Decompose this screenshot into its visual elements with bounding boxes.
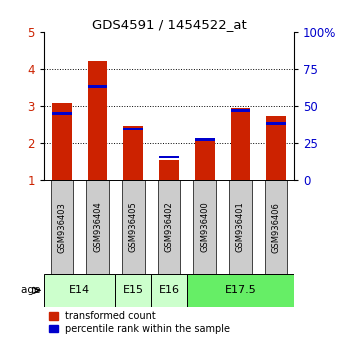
Bar — [123, 127, 143, 130]
Text: GSM936406: GSM936406 — [272, 202, 281, 252]
Bar — [231, 109, 250, 112]
Bar — [159, 160, 179, 180]
Text: GSM936401: GSM936401 — [236, 202, 245, 252]
Bar — [231, 108, 250, 180]
Text: E17.5: E17.5 — [224, 285, 256, 295]
Legend: transformed count, percentile rank within the sample: transformed count, percentile rank withi… — [49, 312, 230, 334]
Bar — [229, 180, 252, 274]
Bar — [115, 274, 151, 307]
Bar — [88, 61, 107, 180]
Bar — [266, 116, 286, 180]
Bar — [86, 180, 109, 274]
Bar — [44, 274, 115, 307]
Bar — [159, 156, 179, 158]
Bar — [88, 85, 107, 88]
Text: GSM936404: GSM936404 — [93, 202, 102, 252]
Text: E16: E16 — [159, 285, 179, 295]
Text: E14: E14 — [69, 285, 90, 295]
Bar — [195, 138, 215, 141]
Text: age: age — [21, 285, 44, 295]
Bar — [195, 140, 215, 180]
Text: GSM936400: GSM936400 — [200, 202, 209, 252]
Bar — [122, 180, 145, 274]
Bar — [193, 180, 216, 274]
Bar — [265, 180, 287, 274]
Bar — [51, 180, 73, 274]
Text: E15: E15 — [123, 285, 144, 295]
Bar — [151, 274, 187, 307]
Bar — [52, 103, 72, 180]
Bar — [187, 274, 294, 307]
Bar — [52, 112, 72, 115]
Title: GDS4591 / 1454522_at: GDS4591 / 1454522_at — [92, 18, 246, 31]
Bar — [266, 122, 286, 125]
Text: GSM936403: GSM936403 — [57, 202, 66, 252]
Text: GSM936405: GSM936405 — [129, 202, 138, 252]
Bar — [158, 180, 180, 274]
Text: GSM936402: GSM936402 — [165, 202, 173, 252]
Bar — [123, 126, 143, 180]
